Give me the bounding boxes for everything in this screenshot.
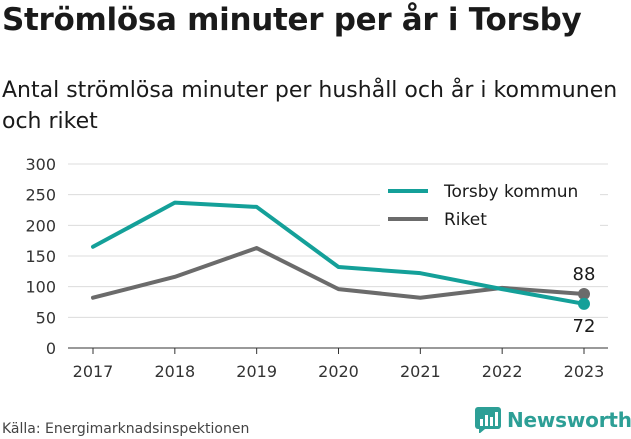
end-point-torsby [578, 297, 590, 310]
x-tick-label: 2021 [400, 362, 441, 381]
y-tick-label: 300 [25, 155, 56, 174]
legend-background [380, 176, 600, 234]
chart-subtitle: Antal strömlösa minuter per hushåll och … [2, 78, 618, 134]
newsworthy-logo-icon [475, 407, 501, 433]
y-tick-label: 100 [25, 278, 56, 297]
legend-label: Riket [444, 210, 487, 230]
chart-title: Strömlösa minuter per år i Torsby [2, 2, 582, 38]
x-tick-label: 2023 [564, 362, 605, 381]
y-tick-label: 0 [46, 339, 56, 358]
x-axis-ticks: 2017 2018 2019 2020 2021 2022 2023 [73, 348, 605, 381]
x-tick-label: 2022 [482, 362, 523, 381]
legend-label: Torsby kommun [443, 182, 578, 202]
x-tick-label: 2020 [318, 362, 359, 381]
brand-logo: Newsworthy [475, 407, 631, 433]
x-tick-label: 2019 [236, 362, 277, 381]
legend: Torsby kommun Riket [380, 176, 600, 234]
series-line-torsby [91, 200, 586, 306]
end-label-torsby: 72 [573, 316, 596, 337]
y-tick-label: 50 [36, 308, 56, 327]
y-axis-ticks: 0 50 100 150 200 250 300 [25, 155, 56, 358]
y-tick-label: 250 [25, 186, 56, 205]
source-note: Källa: Energimarknadsinspektionen [2, 421, 250, 437]
x-tick-label: 2017 [73, 362, 114, 381]
end-point-riket [578, 288, 590, 301]
brand-name: Newsworthy [507, 408, 631, 432]
y-tick-label: 200 [25, 216, 56, 235]
y-tick-label: 150 [25, 247, 56, 266]
x-tick-label: 2018 [154, 362, 195, 381]
end-label-riket: 88 [573, 264, 596, 285]
series-lines: 72 88 [91, 200, 596, 337]
